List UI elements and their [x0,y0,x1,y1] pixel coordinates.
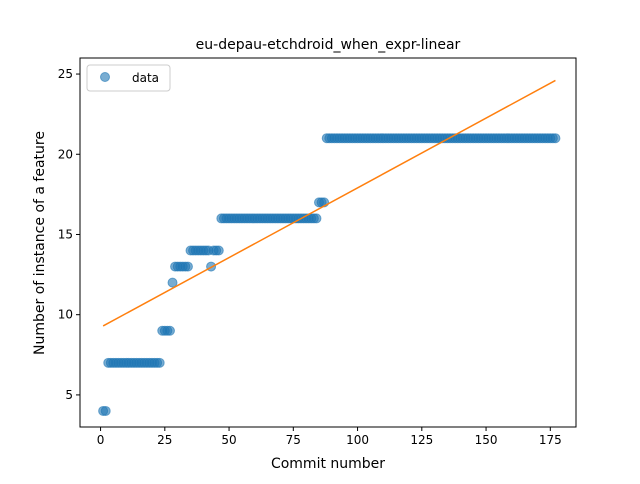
y-tick-label: 10 [58,308,73,322]
x-tick-label: 100 [346,433,369,447]
y-tick-label: 20 [58,147,73,161]
x-tick-label: 150 [475,433,498,447]
data-point [213,245,224,256]
x-ticks: 0 25 50 75 100 125 150 175 [97,427,562,447]
legend-marker [100,72,110,82]
data-point [100,405,111,416]
x-tick-label: 25 [157,433,172,447]
data-point [182,261,193,272]
y-tick-label: 25 [58,67,73,81]
legend: data [86,64,171,92]
x-tick-label: 125 [410,433,433,447]
data-point [167,277,178,288]
chart-title: eu-depau-etchdroid_when_expr-linear [196,37,461,53]
y-tick-label: 15 [58,227,73,241]
y-ticks: 5 10 15 20 25 [58,67,80,402]
plot-area [98,79,561,416]
y-tick-label: 5 [65,388,73,402]
data-point [164,325,175,336]
fit-line [102,79,556,327]
x-tick-label: 50 [221,433,236,447]
x-tick-label: 0 [97,433,105,447]
data-point [154,357,165,368]
x-tick-label: 175 [539,433,562,447]
x-tick-label: 75 [286,433,301,447]
y-axis-label: Number of instance of a feature [32,131,48,355]
legend-label: data [132,71,159,85]
data-point [311,213,322,224]
axes-frame [79,57,577,428]
x-axis-label: Commit number [271,456,385,472]
legend-box [86,64,171,92]
data-point [550,133,561,144]
